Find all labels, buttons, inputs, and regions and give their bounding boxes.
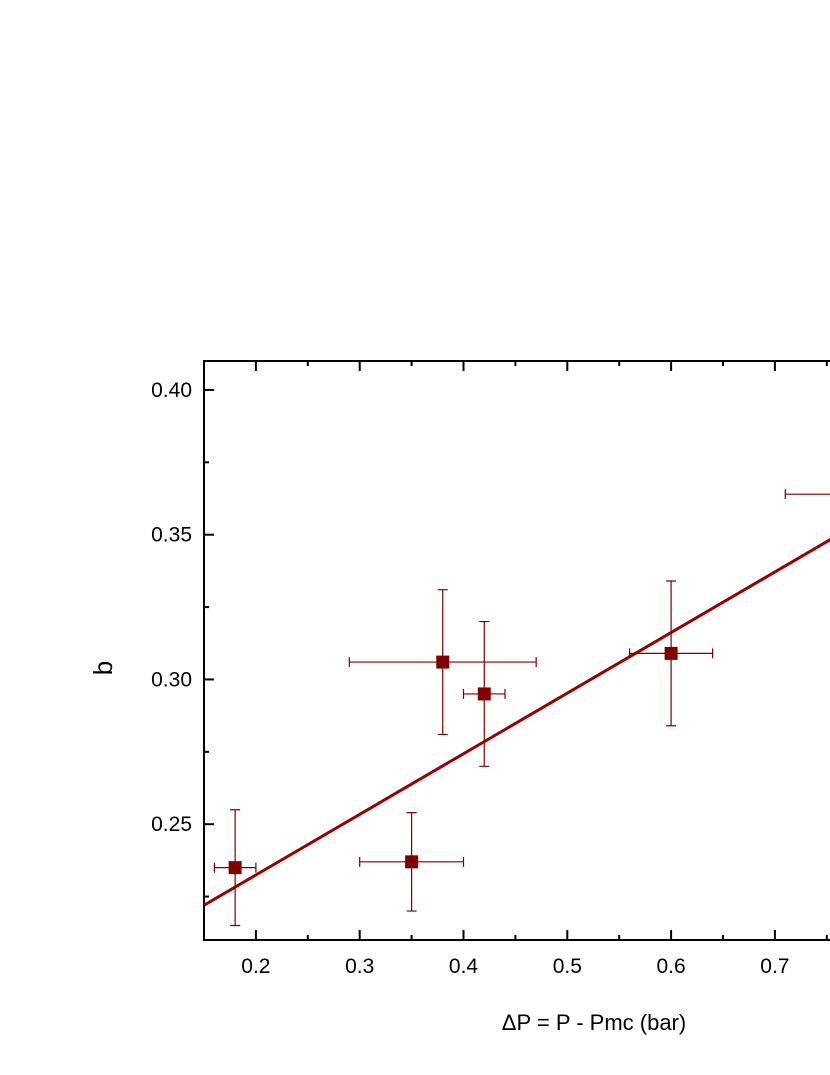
point [477, 687, 491, 701]
x-axis-label: ΔP = P - Pmc (bar) [502, 1010, 686, 1035]
point [664, 646, 678, 660]
plot-frame [203, 360, 830, 941]
y-tick-label: 0.25 [151, 813, 192, 836]
fit-line [204, 538, 830, 907]
x-tick-label: 0.4 [449, 955, 479, 978]
x-tick-label: 0.5 [553, 955, 582, 978]
y-tick-label: 0.30 [151, 668, 192, 691]
y-axis-label: b [88, 661, 118, 675]
point [436, 655, 450, 669]
point [405, 855, 419, 869]
x-error-bar [784, 489, 830, 500]
x-tick-label: 0.7 [760, 955, 789, 978]
x-tick-label: 0.2 [241, 955, 270, 978]
x-tick-label: 0.6 [656, 955, 685, 978]
x-tick-label: 0.3 [345, 955, 374, 978]
y-tick-label: 0.35 [151, 524, 192, 547]
point [228, 861, 242, 875]
y-tick-label: 0.40 [151, 379, 192, 402]
